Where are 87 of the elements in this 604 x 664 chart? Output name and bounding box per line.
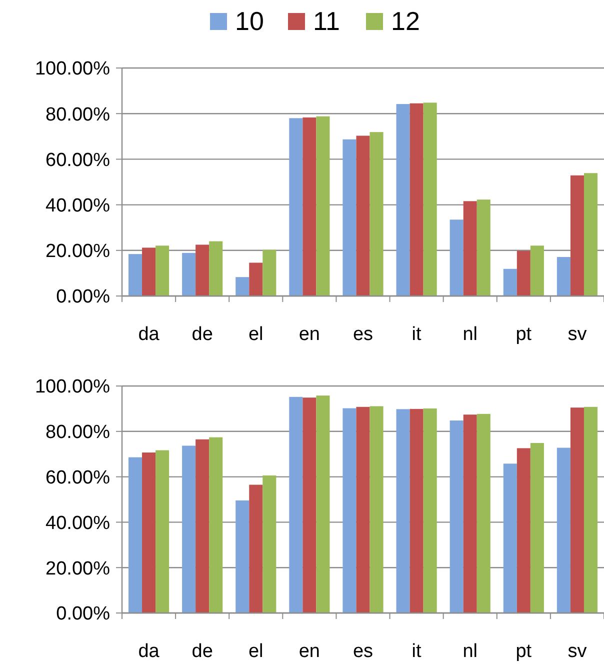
bar	[570, 408, 584, 613]
bar	[476, 414, 490, 613]
bar	[196, 244, 210, 296]
bar	[516, 448, 530, 613]
bar	[516, 250, 530, 296]
x-tick-label: es	[352, 641, 374, 662]
bar	[584, 406, 598, 613]
x-tick-label: en	[298, 641, 320, 662]
x-tick-label: sv	[568, 641, 588, 662]
bar	[182, 446, 196, 613]
x-tick-label: da	[138, 324, 160, 345]
y-tick-label: 60.00%	[46, 467, 110, 488]
bar	[410, 103, 424, 296]
y-tick-label: 0.00%	[56, 604, 110, 625]
x-tick-label: nl	[462, 641, 478, 662]
y-tick-label: 20.00%	[46, 558, 110, 580]
y-tick-label: 80.00%	[46, 104, 110, 126]
bar	[316, 116, 330, 296]
bar	[236, 500, 250, 613]
x-tick-label: da	[138, 641, 160, 662]
bar	[156, 246, 170, 296]
bar	[556, 448, 570, 613]
bar	[450, 420, 464, 613]
legend-label: 10	[235, 6, 264, 36]
x-tick-label: it	[412, 641, 422, 662]
bar	[302, 398, 316, 613]
bar	[584, 173, 598, 296]
x-tick-label: es	[352, 324, 374, 345]
x-tick-label: nl	[462, 324, 478, 345]
x-tick-label: pt	[516, 324, 532, 345]
y-tick-label: 0.00%	[56, 286, 110, 308]
bar	[262, 250, 276, 296]
bar	[128, 254, 142, 296]
bar	[249, 262, 263, 296]
x-tick-label: it	[412, 324, 422, 345]
bar	[356, 136, 370, 296]
y-tick-label: 20.00%	[46, 241, 110, 262]
bar	[182, 252, 196, 296]
bar	[209, 241, 223, 296]
bar	[289, 118, 303, 296]
bar	[289, 396, 303, 613]
bar	[463, 201, 477, 296]
bar	[370, 406, 384, 613]
bar	[302, 117, 316, 296]
x-tick-label: de	[192, 641, 213, 662]
bar	[503, 268, 517, 296]
x-tick-label: el	[248, 641, 264, 662]
bar	[316, 396, 330, 613]
bar	[342, 408, 356, 613]
bar	[249, 484, 263, 613]
y-tick-label: 100.00%	[34, 376, 110, 398]
bar	[503, 464, 517, 613]
legend-label: 11	[313, 6, 340, 36]
x-tick-label: sv	[568, 324, 588, 345]
bar	[156, 450, 170, 613]
bar	[342, 139, 356, 296]
bar	[262, 475, 276, 613]
bar	[556, 257, 570, 296]
bar	[423, 102, 437, 296]
bar	[236, 277, 250, 296]
x-tick-label: en	[298, 324, 320, 345]
bar	[463, 414, 477, 613]
bar	[356, 406, 370, 613]
x-tick-label: pt	[516, 641, 532, 662]
bar	[423, 408, 437, 613]
bar	[530, 442, 544, 613]
y-tick-label: 40.00%	[46, 512, 110, 534]
bar	[410, 408, 424, 613]
bar	[396, 104, 410, 296]
y-tick-label: 40.00%	[46, 195, 110, 216]
bar	[128, 457, 142, 613]
y-tick-label: 60.00%	[46, 150, 110, 171]
bar	[530, 246, 544, 296]
y-tick-label: 80.00%	[46, 422, 110, 444]
x-tick-label: el	[248, 324, 264, 345]
bar	[370, 132, 384, 296]
bar	[476, 200, 490, 296]
legend-label: 12	[391, 6, 420, 36]
bar	[396, 409, 410, 613]
bar	[570, 175, 584, 296]
bar	[142, 248, 156, 296]
bar	[142, 452, 156, 613]
bar	[196, 439, 210, 613]
bar	[209, 437, 223, 613]
x-tick-label: de	[192, 324, 213, 345]
bar	[450, 220, 464, 296]
y-tick-label: 100.00%	[34, 58, 110, 80]
